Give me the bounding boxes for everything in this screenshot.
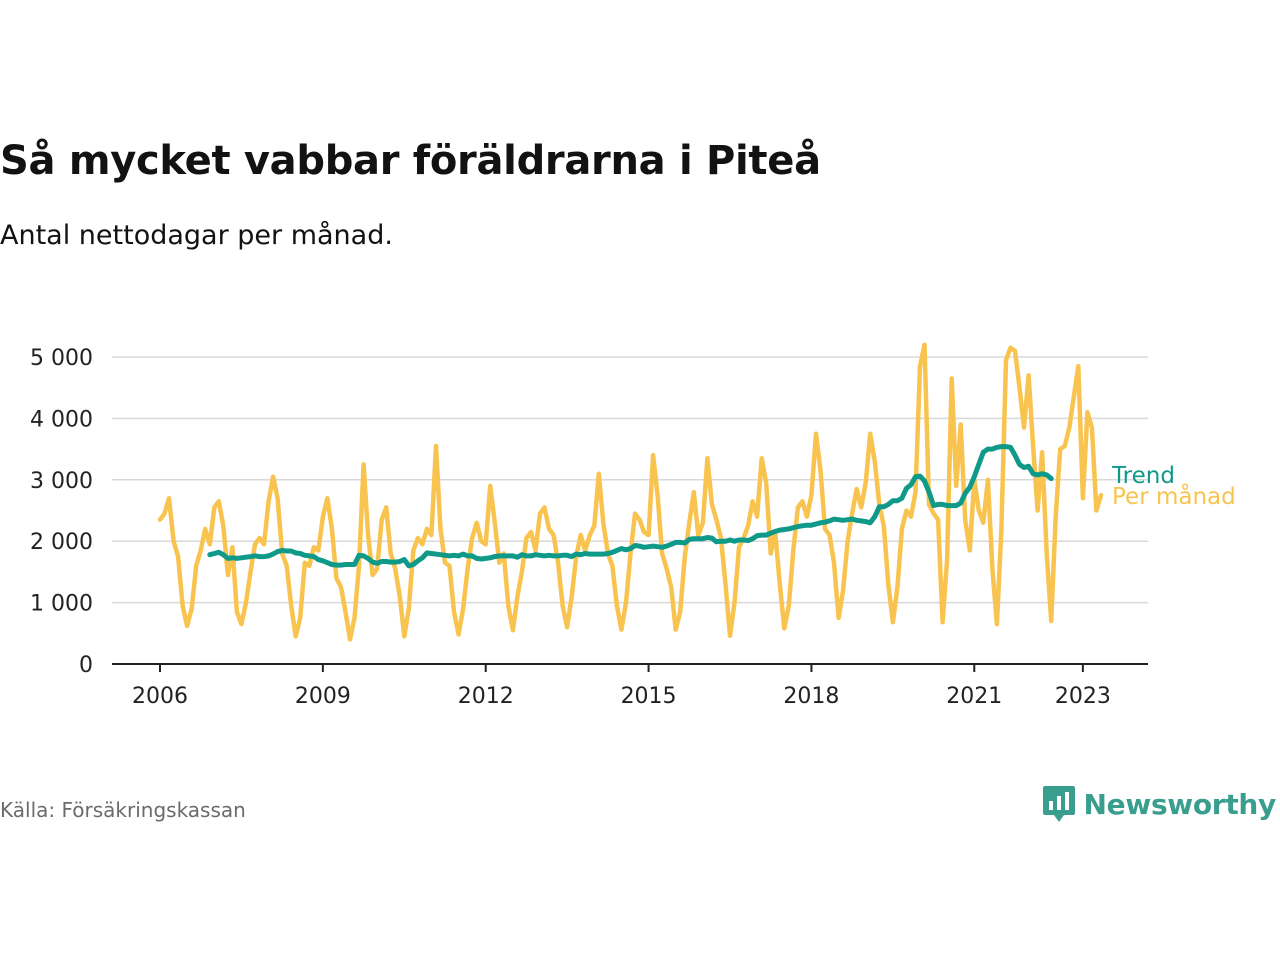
brand-logo: Newsworthy [1042, 784, 1276, 824]
y-tick-label: 4 000 [30, 407, 93, 432]
series-line-trend [207, 444, 1054, 569]
series-lines [157, 342, 1104, 642]
y-tick-label: 0 [79, 653, 93, 678]
y-axis-labels: 0 1 000 2 000 3 000 4 000 5 000 [30, 346, 93, 678]
y-tick-label: 5 000 [30, 346, 93, 371]
newsworthy-logo-icon [1042, 786, 1075, 822]
x-tick-label: 2023 [1055, 684, 1111, 709]
y-tick-label: 1 000 [30, 592, 93, 617]
y-tick-label: 3 000 [30, 469, 93, 494]
gridlines [112, 356, 1148, 604]
series-line-monthly [157, 342, 1104, 642]
y-tick-label: 2 000 [30, 530, 93, 555]
x-tick-label: 2012 [458, 684, 514, 709]
x-tick-label: 2015 [621, 684, 677, 709]
chart-title: Så mycket vabbar föräldrarna i Piteå [0, 138, 821, 184]
brand-name: Newsworthy [1083, 787, 1277, 821]
x-tick-label: 2018 [783, 684, 839, 709]
source-note: Källa: Försäkringskassan [0, 798, 246, 822]
series-label-monthly: Per månad [1112, 482, 1236, 510]
chart-subtitle: Antal nettodagar per månad. [0, 220, 393, 251]
x-axis-ticks: 2006 2009 2012 2015 2018 2021 2023 [132, 664, 1111, 709]
x-tick-label: 2021 [946, 684, 1002, 709]
x-tick-label: 2006 [132, 684, 188, 709]
x-tick-label: 2009 [295, 684, 351, 709]
series-label-trend: Trend [1111, 463, 1175, 489]
